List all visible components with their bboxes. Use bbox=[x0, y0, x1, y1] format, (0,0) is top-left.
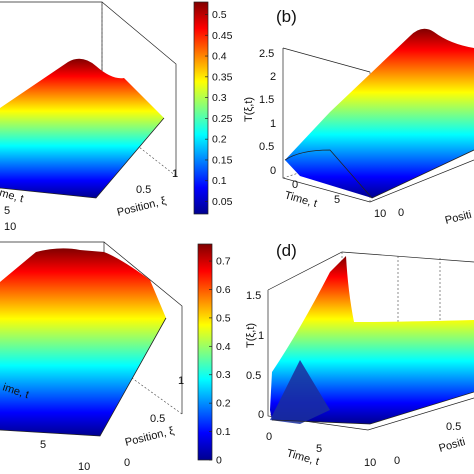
panel-c-colorbar: 0.7 0.6 0.5 0.4 0.3 0.2 0.1 0 bbox=[197, 243, 231, 467]
panel-c-ytick-0: 0 bbox=[124, 457, 130, 469]
panel-c-colorbar-tick-label: 0.6 bbox=[216, 284, 231, 296]
panel-b-ylabel: Positi bbox=[444, 209, 473, 227]
panel-d-yticks: 0 0.5 bbox=[394, 421, 461, 467]
panel-a-colorbar-bar bbox=[194, 2, 208, 214]
panel-a-colorbar-tick-label: 0.35 bbox=[212, 71, 233, 83]
panel-c-xticks: 5 10 bbox=[40, 439, 90, 473]
panel-c-colorbar-tick-label: 0.7 bbox=[216, 256, 231, 268]
panel-a-colorbar-tick-label: 0.1 bbox=[212, 175, 227, 187]
panel-b-ytick-0: 0 bbox=[398, 207, 404, 219]
panel-d-xtick-1: 5 bbox=[316, 443, 322, 455]
panel-a-colorbar-tick-label: 0.05 bbox=[212, 196, 233, 208]
panel-d-zticks: 0 0.5 1 1.5 bbox=[246, 290, 264, 421]
panel-d-xticks: 0 5 10 bbox=[266, 431, 376, 469]
panel-a-colorbar-tick-label: 0.3 bbox=[212, 92, 227, 104]
panel-b-surface bbox=[285, 28, 474, 198]
panel-c-ylabel: Position, ξ bbox=[124, 425, 176, 449]
panel-a-xticks: 5 10 bbox=[4, 205, 16, 233]
panel-d-ztick-0: 0 bbox=[258, 409, 264, 421]
panel-b-xticks: 0 5 10 bbox=[292, 179, 386, 220]
panel-c-colorbar-tick-label: 0.3 bbox=[216, 369, 231, 381]
panel-a-ylabel: Position, ξ bbox=[116, 195, 168, 219]
panel-a-colorbar-tick-label: 0.25 bbox=[212, 113, 233, 125]
panel-d-ztick-2: 1 bbox=[258, 330, 264, 342]
panel-a: 5 10 Time, t 0.5 1 Position, ξ 0.50.450.… bbox=[0, 1, 233, 233]
panel-a-ytick-2: 1 bbox=[172, 168, 178, 180]
panel-d-surface bbox=[270, 256, 474, 424]
panel-b-xlabel: Time, t bbox=[283, 189, 318, 210]
panel-c-colorbar-tick-label: 0 bbox=[216, 455, 222, 467]
panel-b-xtick-2: 10 bbox=[374, 208, 386, 220]
panel-c: 5 10 ime, t 0 0.5 1 Position, ξ 0.70.60.… bbox=[0, 241, 231, 473]
panel-b-xtick-1: 5 bbox=[334, 194, 340, 206]
panel-d-ytick-1: 0.5 bbox=[446, 421, 461, 433]
panel-d-label: (d) bbox=[276, 241, 297, 260]
panel-b-ztick-0: 0 bbox=[270, 165, 276, 177]
panel-d-low-shade bbox=[270, 360, 330, 424]
panel-a-colorbar-tick-label: 0.4 bbox=[212, 51, 227, 63]
panel-a-xtick-2: 10 bbox=[4, 221, 16, 233]
panel-c-xtick-1: 5 bbox=[40, 439, 46, 451]
panel-d-zlabel: T(ξ,t) bbox=[245, 323, 257, 348]
panel-b-ztick-4: 2 bbox=[270, 71, 276, 83]
panel-d: (d) 0 0.5 1 1.5 T(ξ,t) 0 5 10 Time, t 0 … bbox=[245, 241, 474, 469]
panel-b-ztick-2: 1 bbox=[270, 118, 276, 130]
panel-a-xtick-1: 5 bbox=[4, 205, 10, 217]
panel-d-ztick-3: 1.5 bbox=[246, 290, 261, 302]
panel-a-colorbar: 0.5 0.45 0.4 0.35 0.3 0.25 0.2 0.15 0.1 0.05 bbox=[193, 1, 233, 215]
panel-a-colorbar-tick-label: 0.45 bbox=[212, 30, 233, 42]
panel-c-ytick-1: 0.5 bbox=[150, 413, 165, 425]
panel-b-zlabel: T(ξ,t) bbox=[243, 97, 255, 122]
panel-d-xtick-0: 0 bbox=[266, 431, 272, 443]
panel-b-label: (b) bbox=[276, 7, 297, 26]
panel-d-xtick-2: 10 bbox=[364, 457, 376, 469]
panel-a-colorbar-tick-label: 0.15 bbox=[212, 154, 233, 166]
panel-c-xtick-2: 10 bbox=[78, 461, 90, 473]
panel-b-xtick-0: 0 bbox=[292, 179, 298, 191]
panel-a-ytick-1: 0.5 bbox=[136, 184, 151, 196]
panel-c-colorbar-tick-label: 0.1 bbox=[216, 426, 231, 438]
panel-a-colorbar-tick-label: 0.2 bbox=[212, 134, 227, 146]
panel-c-colorbar-tick-label: 0.2 bbox=[216, 398, 231, 410]
panel-c-colorbar-bar bbox=[198, 244, 212, 460]
panel-d-ylabel: Positi bbox=[438, 436, 467, 455]
panel-a-colorbar-tick-label: 0.5 bbox=[212, 9, 227, 21]
panel-b-surface-edge bbox=[284, 149, 474, 199]
panel-d-ytick-0: 0 bbox=[394, 455, 400, 467]
panel-b-ztick-5: 2.5 bbox=[259, 48, 274, 60]
panel-b-zticks: 0 0.5 1 1.5 2 2.5 bbox=[259, 48, 276, 177]
panel-b: (b) 0 0.5 1 1.5 2 2.5 T(ξ,t) 0 5 10 Time… bbox=[243, 7, 474, 227]
panel-d-ztick-1: 0.5 bbox=[246, 370, 261, 382]
panel-a-yticks: 0.5 1 bbox=[136, 168, 178, 196]
panel-c-colorbar-tick-label: 0.5 bbox=[216, 312, 231, 324]
panel-a-surface-edge bbox=[0, 117, 165, 199]
panel-c-surface-edge bbox=[0, 317, 167, 437]
panel-a-surface bbox=[0, 58, 164, 198]
panel-c-colorbar-tick-label: 0.4 bbox=[216, 341, 231, 353]
panel-c-ytick-2: 1 bbox=[178, 375, 184, 387]
panel-d-surface-edge bbox=[271, 391, 474, 425]
panel-b-ztick-3: 1.5 bbox=[259, 94, 274, 106]
panel-c-surface bbox=[0, 248, 166, 436]
panel-c-yticks: 0 0.5 1 bbox=[124, 375, 184, 469]
panel-b-ztick-1: 0.5 bbox=[259, 141, 274, 153]
